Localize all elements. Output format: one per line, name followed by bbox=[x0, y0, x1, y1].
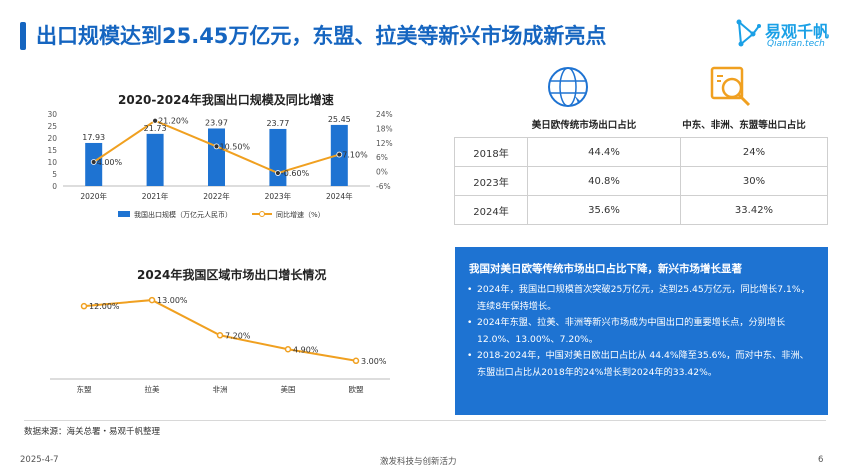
y-tick-label-left: 5 bbox=[52, 170, 57, 179]
line-point bbox=[148, 296, 156, 304]
y-tick-label-right: 0% bbox=[376, 168, 388, 177]
bar bbox=[146, 133, 164, 186]
brand-logo: 易观千帆 Qianfan.tech bbox=[735, 18, 835, 54]
bar-value-label: 17.93 bbox=[82, 133, 105, 142]
logo-name: 易观千帆 bbox=[765, 22, 830, 41]
bar-value-label: 23.97 bbox=[205, 118, 228, 127]
row-year: 2018年 bbox=[454, 137, 528, 167]
emerging-share: 33.42% bbox=[680, 195, 828, 225]
x-tick-label: 美国 bbox=[281, 384, 296, 394]
legend-marker-line bbox=[259, 211, 265, 217]
summary-box: 我国对美日欧等传统市场出口占比下降，新兴市场增长显著 2024年，我国出口规模首… bbox=[455, 247, 828, 415]
title-accent-bar bbox=[20, 22, 26, 50]
legend-label-line: 同比增速（%） bbox=[276, 210, 325, 219]
table-row: 2024年 35.6% 33.42% bbox=[454, 195, 828, 225]
y-tick-label-left: 0 bbox=[52, 182, 57, 191]
line-value-label: 4.90% bbox=[293, 345, 319, 354]
page-title: 出口规模达到25.45万亿元，东盟、拉美等新兴市场成新亮点 bbox=[36, 24, 607, 48]
row-year: 2023年 bbox=[454, 166, 528, 196]
col-header-traditional: 美日欧传统市场出口占比 bbox=[531, 120, 637, 131]
line-point bbox=[90, 159, 97, 165]
logo-subtitle: Qianfan.tech bbox=[767, 39, 825, 49]
line-value-label: 4.00% bbox=[97, 158, 123, 167]
x-tick-label: 2021年 bbox=[142, 191, 169, 201]
line-value-label: 12.00% bbox=[89, 302, 120, 311]
x-tick-label: 2020年 bbox=[80, 191, 107, 201]
export-share-table: 2018年 44.4% 24% 2023年 40.8% 30% 2024年 35… bbox=[454, 137, 828, 225]
y-tick-label-left: 20 bbox=[47, 134, 57, 143]
chart2-title: 2024年我国区域市场出口增长情况 bbox=[137, 268, 327, 282]
y-tick-label-left: 30 bbox=[47, 110, 57, 119]
y-tick-label-left: 15 bbox=[47, 146, 57, 155]
line-point bbox=[274, 170, 281, 176]
emerging-share: 24% bbox=[680, 137, 828, 167]
line-point bbox=[213, 143, 220, 150]
y-tick-label-right: -6% bbox=[376, 182, 391, 191]
y-tick-label-right: 18% bbox=[376, 124, 393, 133]
bar bbox=[208, 128, 225, 186]
summary-bullet: 2024年东盟、拉美、非洲等新兴市场成为中国出口的重要增长点，分别增长12.0%… bbox=[467, 315, 814, 348]
y-tick-label-right: 6% bbox=[376, 153, 388, 162]
page-number: 6 bbox=[818, 455, 824, 465]
footer-date: 2025-4-7 bbox=[20, 455, 59, 465]
y-tick-label-left: 25 bbox=[47, 122, 57, 131]
growth-chart-icon bbox=[708, 64, 754, 114]
x-tick-label: 拉美 bbox=[145, 384, 160, 394]
x-tick-label: 2022年 bbox=[203, 191, 230, 201]
legend-label-bar: 我国出口规模（万亿元人民币） bbox=[134, 210, 232, 219]
line-value-label: 13.00% bbox=[157, 296, 188, 305]
chart1-title: 2020-2024年我国出口规模及同比增速 bbox=[118, 93, 334, 107]
line-value-label: 3.00% bbox=[361, 357, 387, 366]
col-header-emerging: 中东、非洲、东盟等出口占比 bbox=[682, 120, 806, 131]
x-tick-label: 东盟 bbox=[77, 384, 92, 394]
line-value-label: 7.20% bbox=[225, 331, 251, 340]
sailboat-icon bbox=[736, 19, 761, 47]
traditional-share: 44.4% bbox=[527, 137, 681, 167]
table-row: 2023年 40.8% 30% bbox=[454, 166, 828, 196]
x-tick-label: 2023年 bbox=[265, 191, 292, 201]
line-value-label: 10.50% bbox=[220, 142, 251, 151]
emerging-share: 30% bbox=[680, 166, 828, 196]
summary-bullet: 2024年，我国出口规模首次突破25万亿元，达到25.45万亿元，同比增长7.1… bbox=[467, 282, 814, 315]
line-point bbox=[352, 357, 360, 365]
traditional-share: 35.6% bbox=[527, 195, 681, 225]
bar-value-label: 25.45 bbox=[328, 115, 351, 124]
footer-divider bbox=[24, 420, 826, 421]
traditional-share: 40.8% bbox=[527, 166, 681, 196]
footer-slogan: 激发科技与创新活力 bbox=[380, 457, 457, 467]
export-scale-chart: 0 5 10 15 20 25 30 -6% 0% 6% 12% 18% 24% 17.93 2020年 2… bbox=[47, 110, 393, 219]
table-row: 2018年 44.4% 24% bbox=[454, 137, 828, 167]
summary-title: 我国对美日欧等传统市场出口占比下降，新兴市场增长显著 bbox=[469, 263, 742, 275]
line-value-label: -0.60% bbox=[281, 169, 310, 178]
line-point bbox=[336, 151, 343, 158]
regional-growth-chart: 东盟 拉美 非洲 美国 欧盟 12.00% 13.00% 7.20% 4.90% 3.00% bbox=[50, 296, 390, 394]
line-point bbox=[284, 346, 292, 353]
summary-list: 2024年，我国出口规模首次突破25万亿元，达到25.45万亿元，同比增长7.1… bbox=[455, 282, 828, 381]
bar-value-label: 21.73 bbox=[144, 124, 167, 133]
line-value-label: 7.10% bbox=[342, 151, 368, 160]
summary-bullet: 2018-2024年，中国对美日欧出口占比从 44.4%降至35.6%，而对中东… bbox=[467, 348, 814, 381]
line-point bbox=[152, 117, 158, 124]
bar-value-label: 23.77 bbox=[266, 119, 289, 128]
globe-icon bbox=[545, 64, 591, 114]
x-tick-label: 2024年 bbox=[326, 191, 353, 201]
data-source: 数据来源：海关总署・易观千帆整理 bbox=[24, 427, 161, 437]
line-point bbox=[216, 332, 224, 339]
line-point bbox=[80, 302, 88, 310]
line-value-label: 21.20% bbox=[158, 117, 189, 126]
y-tick-label-right: 12% bbox=[376, 139, 393, 148]
x-tick-label: 欧盟 bbox=[349, 384, 364, 394]
x-tick-label: 非洲 bbox=[213, 384, 228, 394]
y-tick-label-left: 10 bbox=[47, 158, 57, 167]
row-year: 2024年 bbox=[454, 195, 528, 225]
y-tick-label-right: 24% bbox=[376, 110, 393, 119]
legend-swatch-bar bbox=[118, 211, 130, 217]
